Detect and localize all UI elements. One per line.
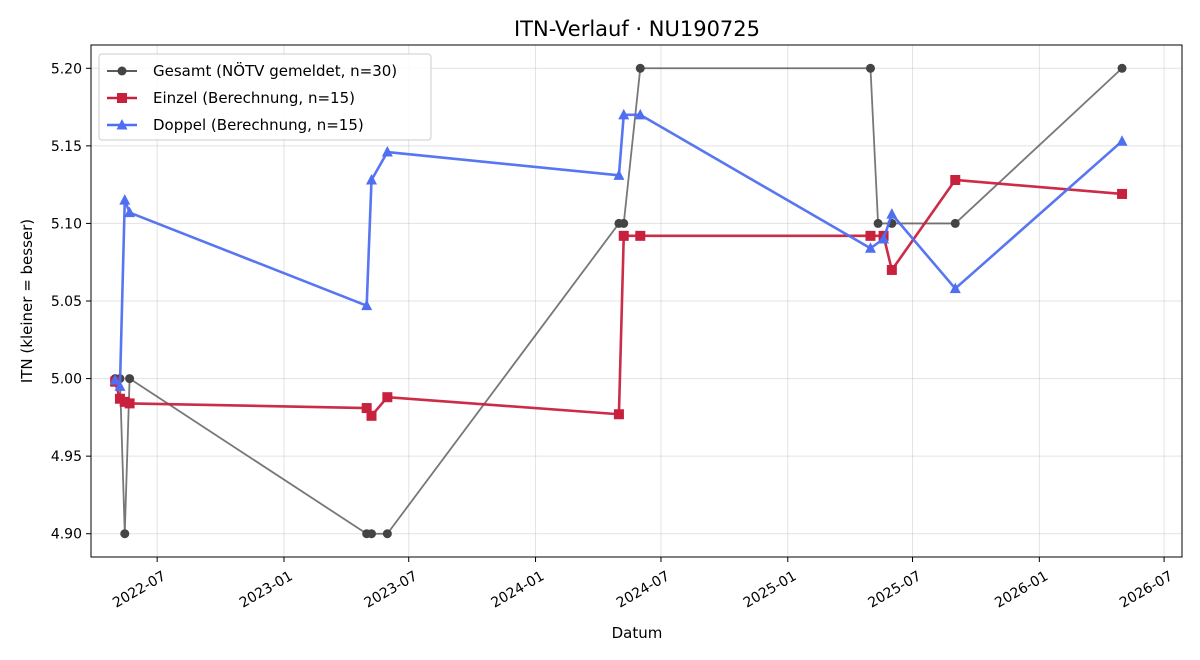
data-point <box>878 232 890 244</box>
data-point <box>1116 135 1128 146</box>
x-axis-label: Datum <box>612 624 663 642</box>
series-3 <box>109 108 1128 391</box>
y-tick-label: 4.95 <box>51 449 82 465</box>
legend-label: Einzel (Berechnung, n=15) <box>153 89 355 107</box>
data-point <box>618 108 630 120</box>
y-tick-label: 5.20 <box>51 61 82 77</box>
series-line <box>114 113 1123 388</box>
y-tick-label: 5.10 <box>51 216 82 232</box>
legend-label: Gesamt (NÖTV gemeldet, n=30) <box>153 61 397 80</box>
legend-item: Doppel (Berechnung, n=15) <box>107 116 364 134</box>
x-tick-label: 2022-07 <box>110 568 169 611</box>
x-tick-label: 2023-07 <box>362 568 421 611</box>
data-point <box>613 169 625 180</box>
data-point <box>865 63 875 73</box>
data-point <box>1117 63 1127 73</box>
data-point <box>873 218 883 228</box>
legend-label: Doppel (Berechnung, n=15) <box>153 116 364 134</box>
data-point <box>886 264 897 275</box>
series-layer <box>109 63 1128 539</box>
y-tick-label: 5.00 <box>51 372 82 388</box>
data-point <box>381 146 393 157</box>
data-point <box>361 403 372 414</box>
data-point <box>886 208 898 219</box>
data-point <box>618 230 629 241</box>
data-point <box>619 218 629 228</box>
legend-item: Gesamt (NÖTV gemeldet, n=30) <box>107 61 397 80</box>
x-tick-label: 2024-01 <box>488 568 547 611</box>
legend-item: Einzel (Berechnung, n=15) <box>107 89 355 107</box>
x-axis: 2022-07 2023-01 2023-07 2024-01 2024-07 2025-… <box>110 557 1176 611</box>
data-point <box>634 108 646 120</box>
x-tick-label: 2026-01 <box>992 568 1051 611</box>
data-point <box>124 398 135 409</box>
x-tick-label: 2023-01 <box>237 568 296 611</box>
series-1 <box>110 63 1127 539</box>
data-point <box>366 173 378 185</box>
data-point <box>120 529 130 539</box>
grid <box>91 45 1182 557</box>
x-tick-label: 2026-07 <box>1117 568 1176 611</box>
x-tick-label: 2024-07 <box>614 568 673 611</box>
series-line <box>113 178 1123 418</box>
data-point <box>366 410 377 421</box>
data-point <box>361 299 373 311</box>
data-point <box>119 194 131 205</box>
data-point <box>109 374 121 385</box>
data-point <box>613 409 624 420</box>
series-2 <box>110 174 1128 421</box>
y-tick-label: 4.90 <box>51 527 82 543</box>
legend-box <box>98 53 432 141</box>
y-axis: 4.90 4.95 5.00 5.05 5.10 5.15 5.20 <box>51 61 91 543</box>
data-point <box>950 174 961 185</box>
data-point <box>949 282 961 294</box>
data-point <box>950 218 960 228</box>
x-tick-label: 2025-07 <box>865 568 924 611</box>
y-tick-label: 5.15 <box>51 139 82 155</box>
x-tick-label: 2025-01 <box>741 568 800 611</box>
data-point <box>124 206 136 218</box>
data-point <box>382 529 392 539</box>
data-point <box>635 230 646 241</box>
data-point <box>864 242 876 253</box>
data-point <box>367 529 377 539</box>
y-tick-label: 5.05 <box>51 294 82 310</box>
data-point <box>114 380 126 391</box>
legend: Gesamt (NÖTV gemeldet, n=30) Einzel (Bere… <box>98 53 432 141</box>
legend-marker <box>117 66 127 76</box>
data-point <box>865 230 876 241</box>
data-point <box>125 374 135 384</box>
legend-marker <box>116 119 128 130</box>
legend-marker <box>117 93 127 103</box>
data-point <box>1117 188 1128 199</box>
y-axis-label: ITN (kleiner = besser) <box>18 219 36 383</box>
data-point <box>382 392 393 403</box>
data-point <box>635 63 645 73</box>
chart-title: ITN-Verlauf · NU190725 <box>514 17 760 41</box>
